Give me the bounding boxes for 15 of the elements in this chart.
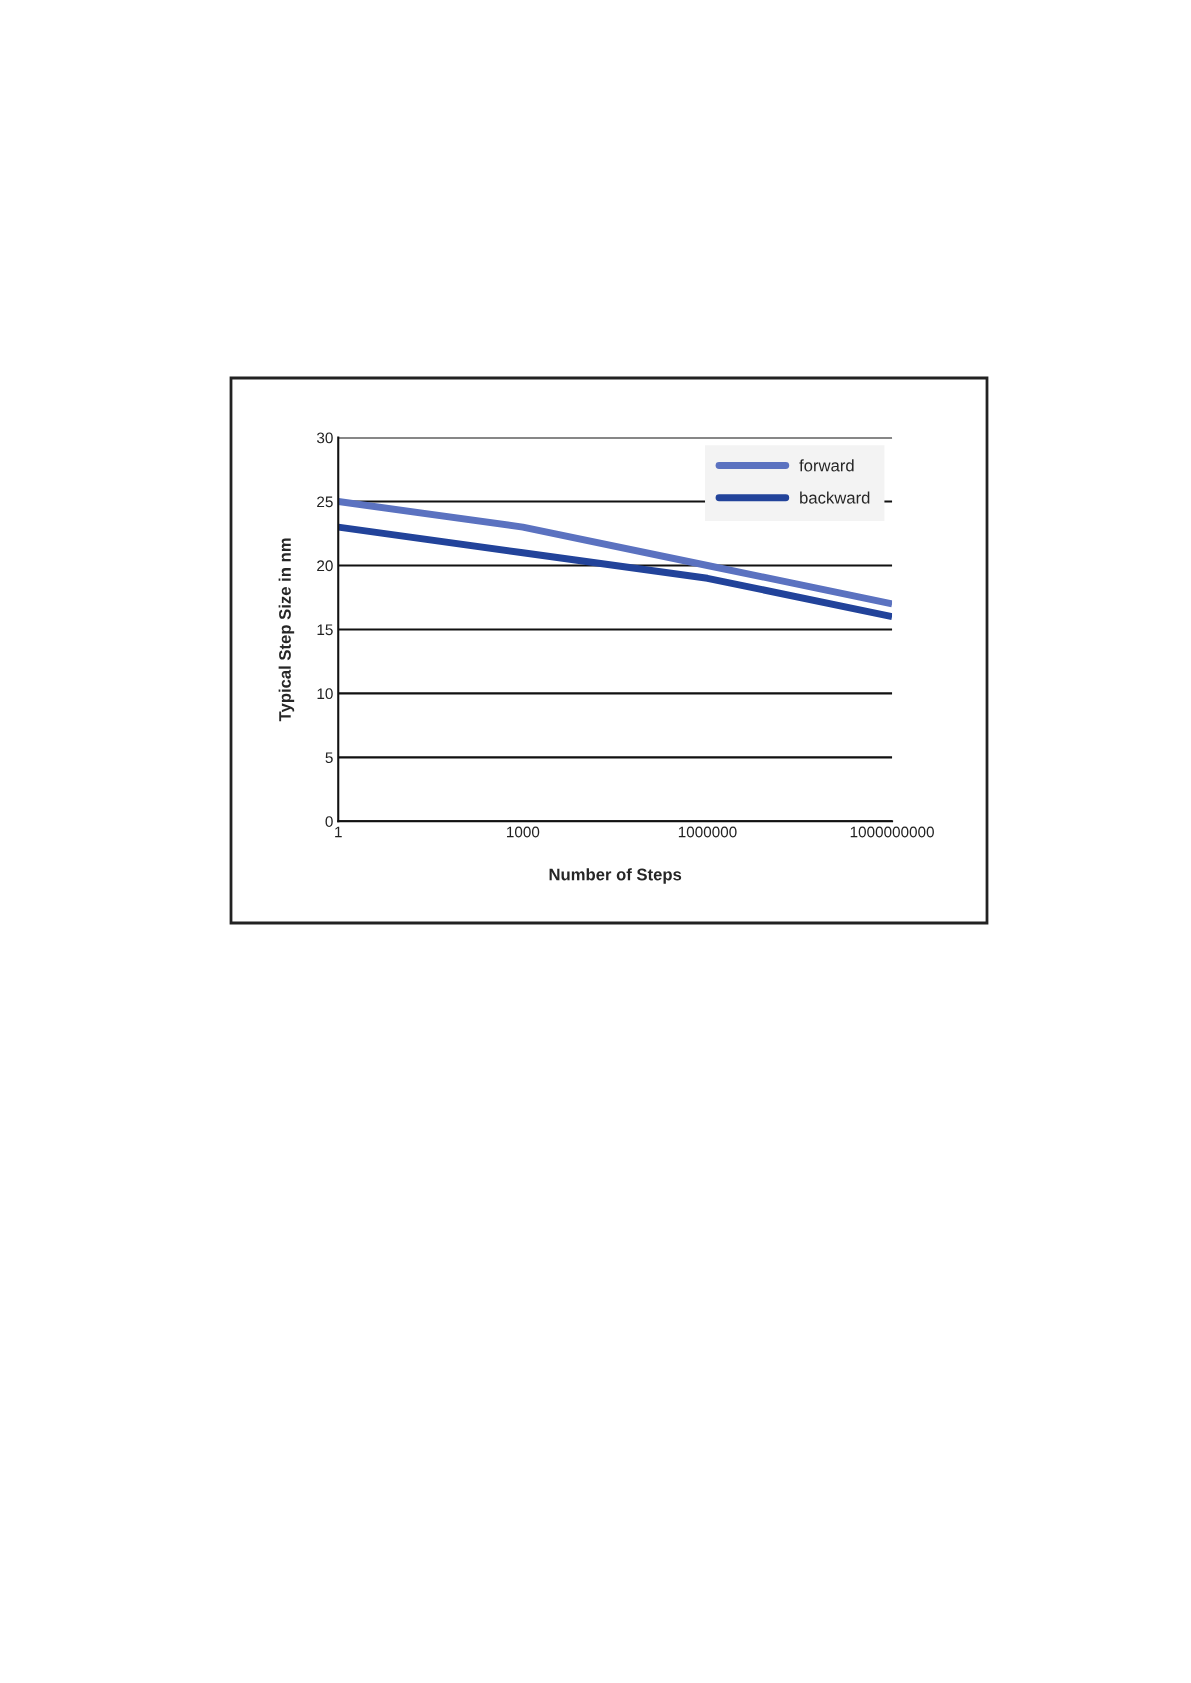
- x-axis-title: Number of Steps: [549, 868, 682, 884]
- y-tick-label: 10: [317, 688, 333, 700]
- y-tick-label: 0: [325, 816, 333, 827]
- legend-label: forward: [799, 459, 854, 472]
- y-tick-label: 20: [317, 560, 333, 572]
- y-tick-label: 25: [317, 496, 333, 508]
- y-axis-title: Typical Step Size in nm: [278, 538, 295, 722]
- legend-label: backward: [800, 491, 870, 504]
- x-tick-label: 1000: [507, 826, 540, 838]
- x-tick-label: 1000000000: [850, 826, 934, 838]
- y-tick-label: 30: [316, 432, 333, 444]
- y-tick-label: 5: [325, 752, 333, 764]
- x-tick-label: 1000000: [678, 826, 737, 838]
- x-tick-label: 1: [335, 826, 342, 838]
- y-tick-label: 15: [317, 624, 333, 636]
